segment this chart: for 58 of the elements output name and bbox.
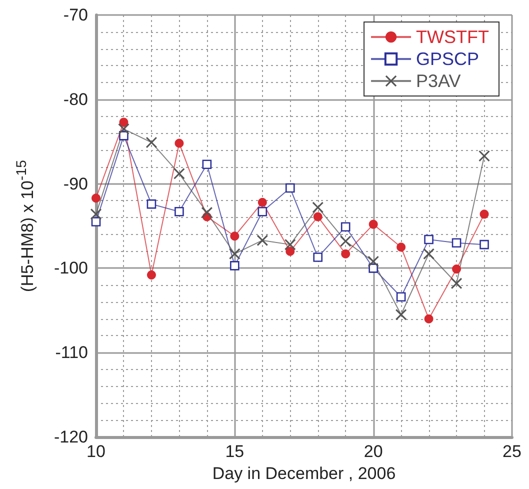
point bbox=[174, 168, 185, 180]
point bbox=[258, 198, 267, 207]
point bbox=[368, 256, 379, 267]
point bbox=[368, 220, 378, 229]
y-tick-label: -120 bbox=[54, 428, 88, 446]
point bbox=[286, 246, 295, 256]
point bbox=[119, 131, 128, 140]
legend-label: P3AV bbox=[416, 71, 461, 91]
point bbox=[91, 217, 101, 226]
point bbox=[229, 248, 240, 260]
x-tick-label: 25 bbox=[502, 442, 522, 461]
point bbox=[313, 212, 322, 222]
legend-label: GPSCP bbox=[416, 49, 480, 69]
y-tick-label: -80 bbox=[63, 90, 88, 109]
point bbox=[480, 240, 489, 250]
point bbox=[312, 202, 324, 213]
point bbox=[202, 160, 212, 170]
y-tick-label: -70 bbox=[63, 6, 88, 24]
point bbox=[396, 242, 406, 252]
point bbox=[451, 278, 462, 289]
x-tick-label: 10 bbox=[86, 442, 106, 461]
point bbox=[424, 234, 434, 244]
point bbox=[258, 207, 268, 216]
point bbox=[174, 207, 184, 216]
y-tick-label: -100 bbox=[54, 258, 88, 278]
y-tick-label: -110 bbox=[55, 343, 88, 362]
point bbox=[118, 123, 130, 134]
x-axis-title: Day in December , 2006 bbox=[212, 464, 396, 483]
point bbox=[285, 183, 295, 193]
point bbox=[480, 210, 489, 219]
point bbox=[340, 236, 352, 247]
point bbox=[230, 232, 240, 241]
point bbox=[396, 292, 406, 302]
point bbox=[478, 150, 490, 162]
x-tick-label: 20 bbox=[364, 442, 383, 461]
x-tick-label: 15 bbox=[225, 442, 244, 461]
point bbox=[368, 264, 378, 273]
point bbox=[230, 261, 240, 270]
point bbox=[284, 239, 296, 250]
point bbox=[340, 222, 350, 232]
point bbox=[201, 206, 212, 218]
point bbox=[256, 234, 268, 246]
point bbox=[146, 136, 157, 148]
legend-label: TWSTFT bbox=[416, 27, 490, 47]
point bbox=[396, 309, 407, 320]
point bbox=[313, 252, 323, 262]
y-tick-label: -90 bbox=[63, 174, 88, 194]
point bbox=[452, 264, 462, 274]
point bbox=[90, 208, 102, 220]
point bbox=[423, 248, 434, 260]
point bbox=[92, 194, 100, 203]
point bbox=[424, 314, 434, 324]
point bbox=[174, 138, 184, 148]
point bbox=[452, 238, 462, 248]
point bbox=[146, 270, 156, 280]
point bbox=[341, 249, 350, 258]
point bbox=[119, 118, 128, 127]
point bbox=[146, 199, 156, 209]
